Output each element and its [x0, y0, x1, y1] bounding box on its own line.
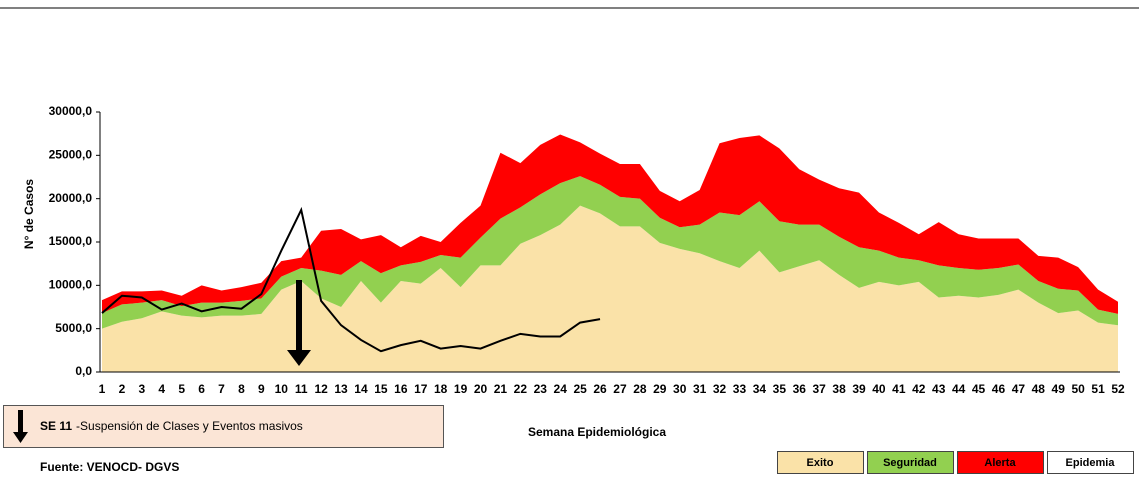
- x-tick-label: 43: [932, 382, 946, 396]
- x-tick-label: 6: [198, 382, 205, 396]
- x-tick-label: 33: [733, 382, 747, 396]
- x-tick-label: 20: [474, 382, 488, 396]
- annotation-arrow-shaft: [18, 410, 23, 432]
- legend-swatch: [957, 451, 1044, 474]
- x-tick-label: 4: [158, 382, 165, 396]
- x-tick-label: 10: [275, 382, 289, 396]
- y-tick-label: 25000,0: [49, 148, 93, 162]
- x-tick-label: 14: [354, 382, 368, 396]
- x-tick-label: 22: [514, 382, 528, 396]
- legend: Exito Seguridad Alerta Epidemia: [777, 451, 1134, 474]
- x-tick-label: 38: [832, 382, 846, 396]
- x-tick-label: 32: [713, 382, 727, 396]
- x-tick-label: 29: [653, 382, 667, 396]
- legend-swatch: [867, 451, 954, 474]
- x-tick-label: 18: [434, 382, 448, 396]
- x-tick-label: 45: [972, 382, 986, 396]
- x-tick-label: 44: [952, 382, 966, 396]
- source: Fuente: VENOCD- DGVS: [40, 460, 179, 474]
- x-tick-label: 27: [613, 382, 627, 396]
- x-tick-label: 28: [633, 382, 647, 396]
- y-tick-label: 0,0: [75, 364, 92, 378]
- x-tick-label: 1: [99, 382, 106, 396]
- x-tick-label: 47: [1012, 382, 1026, 396]
- x-tick-label: 23: [534, 382, 548, 396]
- x-tick-label: 46: [992, 382, 1006, 396]
- x-tick-label: 13: [334, 382, 348, 396]
- x-tick-label: 15: [374, 382, 388, 396]
- annotation-bold: SE 11: [40, 419, 72, 433]
- annotation-text: -Suspensión de Clases y Eventos masivos: [76, 419, 303, 433]
- arrow-head: [287, 350, 311, 366]
- x-tick-label: 3: [138, 382, 145, 396]
- annotation: SE 11 -Suspensión de Clases y Eventos mas…: [40, 419, 303, 433]
- x-tick-label: 49: [1052, 382, 1066, 396]
- plot-area: [101, 134, 1118, 372]
- legend-swatch: [1047, 451, 1134, 474]
- x-tick-label: 52: [1111, 382, 1125, 396]
- x-tick-label: 8: [238, 382, 245, 396]
- line: [101, 206, 601, 353]
- x-tick-label: 11: [295, 382, 308, 396]
- x-axis-title: Semana Epidemiológica: [528, 425, 666, 439]
- x-tick-label: 34: [753, 382, 767, 396]
- x-tick-label: 7: [218, 382, 225, 396]
- x-tick-label: 9: [258, 382, 265, 396]
- x-tick-label: 35: [773, 382, 787, 396]
- legend-swatch: [777, 451, 864, 474]
- x-tick-label: 12: [314, 382, 328, 396]
- x-tick-label: 2: [119, 382, 126, 396]
- y-tick-label: 30000,0: [49, 104, 93, 118]
- area: [102, 205, 1118, 372]
- y-tick-label: 15000,0: [49, 234, 93, 248]
- x-tick-label: 19: [454, 382, 468, 396]
- legend-label: Seguridad: [883, 457, 937, 469]
- x-tick-label: 24: [554, 382, 568, 396]
- y-tick-label: 10000,0: [49, 278, 93, 292]
- x-tick-label: 26: [593, 382, 607, 396]
- area: [102, 176, 1118, 329]
- x-tick-label: 21: [494, 382, 508, 396]
- x-tick-label: 42: [912, 382, 926, 396]
- x-tick-label: 41: [892, 382, 906, 396]
- legend-label: Exito: [807, 457, 834, 469]
- annotation-arrow-head: [13, 432, 28, 443]
- x-tick-label: 50: [1071, 382, 1085, 396]
- x-tick-label: 17: [414, 382, 428, 396]
- y-tick-label: 20000,0: [49, 191, 93, 205]
- legend-label: Alerta: [984, 457, 1016, 469]
- x-tick-label: 37: [812, 382, 826, 396]
- annotation-box: [3, 405, 444, 448]
- y-axis-title: N° de Casos: [22, 179, 36, 249]
- x-tick-label: 48: [1032, 382, 1046, 396]
- x-tick-label: 5: [178, 382, 185, 396]
- y-tick-label: 5000,0: [55, 321, 92, 335]
- legend-label: Epidemia: [1066, 457, 1116, 469]
- x-tick-label: 31: [693, 382, 707, 396]
- x-tick-label: 30: [673, 382, 687, 396]
- x-tick-label: 40: [872, 382, 886, 396]
- x-tick-label: 51: [1091, 382, 1105, 396]
- arrow-shaft: [296, 280, 302, 350]
- x-tick-label: 39: [852, 382, 866, 396]
- x-tick-label: 36: [793, 382, 807, 396]
- area: [102, 134, 1118, 314]
- x-tick-label: 25: [573, 382, 587, 396]
- x-tick-label: 16: [394, 382, 408, 396]
